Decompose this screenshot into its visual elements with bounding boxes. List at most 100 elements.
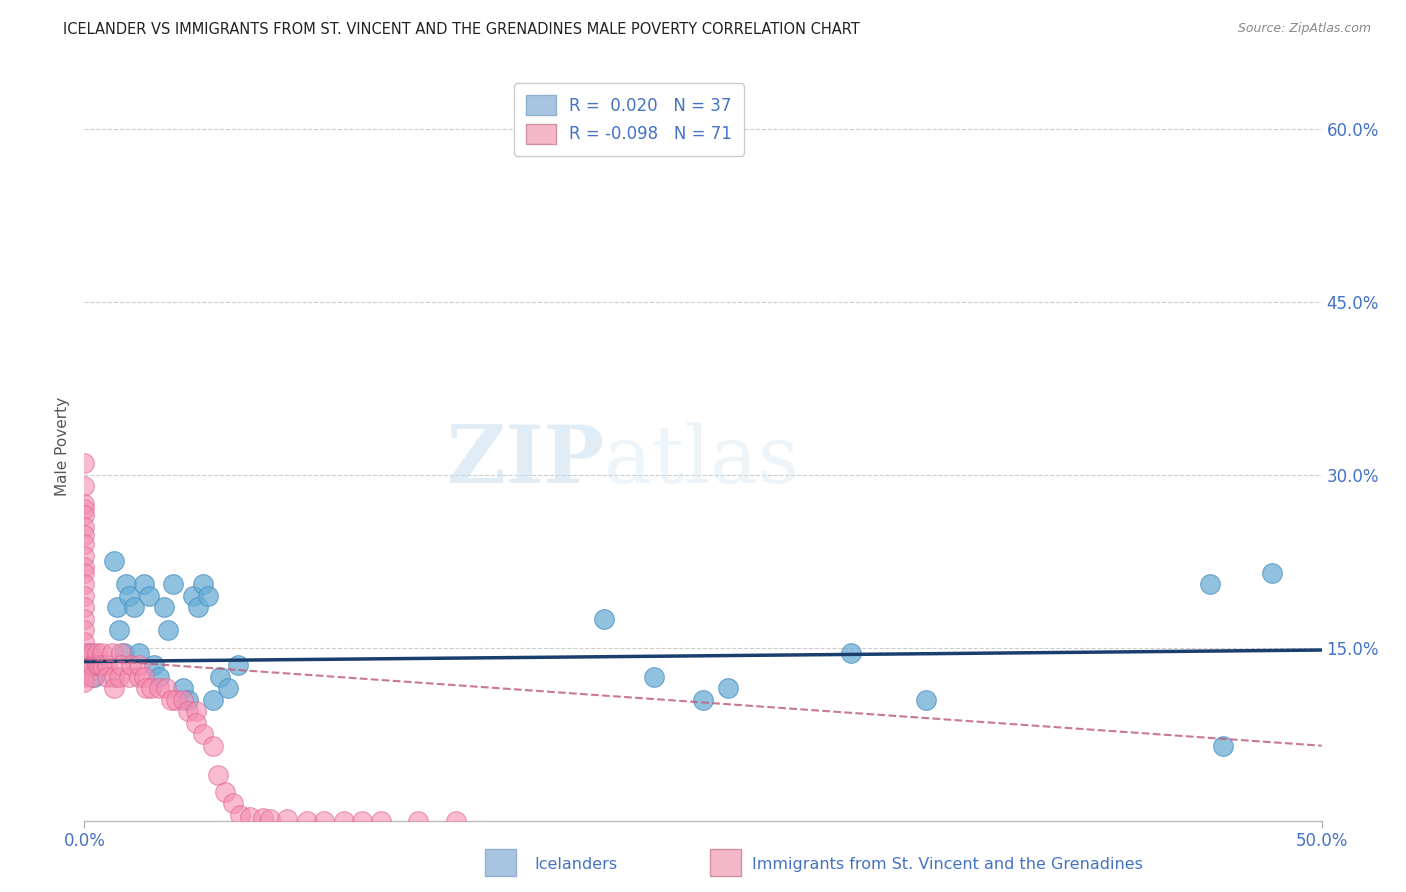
Point bbox=[73, 537, 96, 551]
Point bbox=[128, 658, 150, 673]
Text: ICELANDER VS IMMIGRANTS FROM ST. VINCENT AND THE GRENADINES MALE POVERTY CORRELA: ICELANDER VS IMMIGRANTS FROM ST. VINCENT… bbox=[63, 22, 860, 37]
Point bbox=[108, 624, 131, 638]
Point bbox=[86, 658, 108, 673]
Text: Source: ZipAtlas.com: Source: ZipAtlas.com bbox=[1237, 22, 1371, 36]
Point bbox=[86, 647, 108, 661]
Point bbox=[110, 647, 132, 661]
Point bbox=[841, 647, 863, 661]
Point bbox=[120, 658, 142, 673]
Point bbox=[110, 658, 132, 673]
Point bbox=[165, 692, 187, 706]
Point bbox=[276, 813, 298, 827]
Point bbox=[214, 785, 236, 799]
Point bbox=[141, 681, 163, 695]
Point bbox=[226, 658, 249, 673]
Point bbox=[148, 681, 170, 695]
Point bbox=[184, 704, 207, 718]
Point bbox=[138, 589, 160, 603]
Point bbox=[73, 456, 96, 470]
Point bbox=[96, 658, 118, 673]
Point bbox=[80, 658, 103, 673]
Point bbox=[177, 704, 200, 718]
Point bbox=[172, 681, 194, 695]
Point bbox=[229, 808, 252, 822]
Point bbox=[73, 675, 96, 690]
Point bbox=[148, 669, 170, 683]
Point bbox=[73, 497, 96, 511]
Point bbox=[80, 647, 103, 661]
Point bbox=[83, 669, 105, 683]
Point bbox=[408, 814, 430, 828]
Point bbox=[207, 767, 229, 781]
Point bbox=[73, 528, 96, 542]
Y-axis label: Male Poverty: Male Poverty bbox=[55, 396, 70, 496]
Point bbox=[73, 566, 96, 580]
Point bbox=[132, 577, 155, 591]
Point bbox=[79, 647, 101, 661]
Point bbox=[191, 577, 214, 591]
Point bbox=[128, 647, 150, 661]
Point bbox=[181, 589, 204, 603]
Point bbox=[155, 681, 177, 695]
Point bbox=[217, 681, 239, 695]
Point bbox=[118, 669, 141, 683]
Point bbox=[73, 502, 96, 516]
Point bbox=[105, 600, 128, 615]
Point bbox=[128, 669, 150, 683]
Point bbox=[100, 647, 122, 661]
Point bbox=[73, 589, 96, 603]
Point bbox=[314, 814, 336, 828]
Point bbox=[350, 814, 373, 828]
Point bbox=[73, 658, 96, 673]
Point bbox=[80, 658, 103, 673]
Point bbox=[157, 624, 180, 638]
Point bbox=[191, 727, 214, 741]
Point bbox=[118, 589, 141, 603]
Point bbox=[222, 797, 245, 811]
Point bbox=[73, 479, 96, 493]
Legend: R =  0.020   N = 37, R = -0.098   N = 71: R = 0.020 N = 37, R = -0.098 N = 71 bbox=[515, 84, 744, 156]
Text: ZIP: ZIP bbox=[447, 422, 605, 500]
Point bbox=[90, 658, 112, 673]
Point bbox=[73, 652, 96, 666]
Point bbox=[593, 612, 616, 626]
Point bbox=[444, 814, 467, 828]
Point bbox=[89, 658, 111, 673]
Point bbox=[135, 681, 157, 695]
Point bbox=[295, 814, 318, 828]
Point bbox=[132, 669, 155, 683]
Point bbox=[103, 669, 125, 683]
Point bbox=[177, 692, 200, 706]
Point bbox=[73, 549, 96, 563]
Point bbox=[197, 589, 219, 603]
Point bbox=[80, 669, 103, 683]
Point bbox=[96, 669, 118, 683]
Point bbox=[108, 669, 131, 683]
Point bbox=[239, 810, 262, 824]
Point bbox=[187, 600, 209, 615]
Point bbox=[172, 692, 194, 706]
Point bbox=[259, 813, 281, 827]
Point bbox=[103, 554, 125, 568]
Point bbox=[370, 814, 392, 828]
Point bbox=[1212, 739, 1234, 753]
Point bbox=[73, 577, 96, 591]
Point bbox=[73, 560, 96, 574]
Point bbox=[103, 681, 125, 695]
Point bbox=[152, 600, 174, 615]
Point bbox=[115, 577, 138, 591]
Point bbox=[122, 600, 145, 615]
Text: atlas: atlas bbox=[605, 422, 799, 500]
Point bbox=[160, 692, 183, 706]
Point bbox=[112, 647, 135, 661]
Point bbox=[252, 811, 274, 825]
Point bbox=[643, 669, 665, 683]
Point bbox=[73, 664, 96, 678]
Point bbox=[73, 635, 96, 649]
Point bbox=[202, 739, 225, 753]
Point bbox=[73, 519, 96, 533]
Point bbox=[73, 647, 96, 661]
Point bbox=[184, 715, 207, 730]
Text: Icelanders: Icelanders bbox=[534, 857, 617, 872]
Point bbox=[73, 508, 96, 523]
